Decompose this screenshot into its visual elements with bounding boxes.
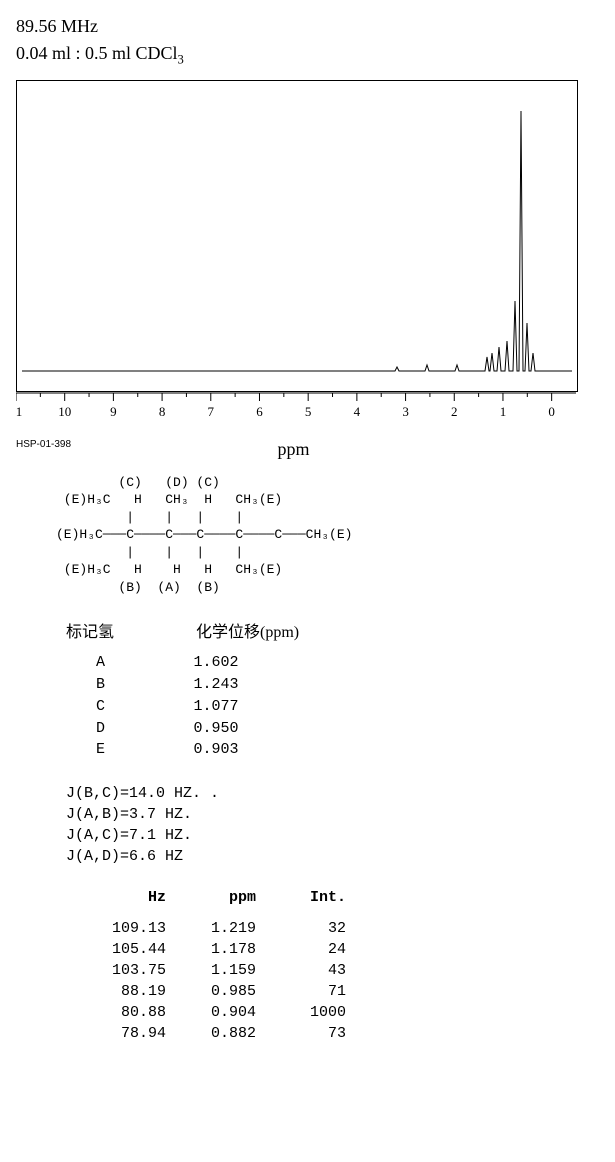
shift-row: E0.903	[66, 739, 599, 761]
peak-row: 109.131.21932	[76, 918, 599, 939]
peak-header-int: Int.	[256, 889, 346, 906]
shift-ppm: 1.602	[156, 652, 276, 674]
peak-row: 103.751.15943	[76, 960, 599, 981]
shift-label: D	[66, 718, 156, 740]
peak-row: 88.190.98571	[76, 981, 599, 1002]
peak-hz: 80.88	[76, 1002, 166, 1023]
coupling-line: J(B,C)=14.0 HZ. .	[66, 783, 599, 804]
shift-row: B1.243	[66, 674, 599, 696]
svg-text:4: 4	[354, 404, 361, 419]
shift-ppm: 0.903	[156, 739, 276, 761]
svg-text:5: 5	[305, 404, 312, 419]
peak-header-hz: Hz	[76, 889, 166, 906]
svg-text:0: 0	[548, 404, 555, 419]
peak-row: 105.441.17824	[76, 939, 599, 960]
shift-label: A	[66, 652, 156, 674]
shift-row: A1.602	[66, 652, 599, 674]
svg-text:7: 7	[208, 404, 215, 419]
peak-hz: 109.13	[76, 918, 166, 939]
shift-ppm: 1.077	[156, 696, 276, 718]
coupling-line: J(A,B)=3.7 HZ.	[66, 804, 599, 825]
peak-row: 78.940.88273	[76, 1023, 599, 1044]
x-axis-label: ppm	[11, 439, 576, 460]
frequency-text: 89.56 MHz	[16, 16, 98, 36]
svg-text:9: 9	[110, 404, 117, 419]
peak-int: 24	[256, 939, 346, 960]
peak-ppm: 1.219	[166, 918, 256, 939]
peak-hz: 78.94	[76, 1023, 166, 1044]
svg-text:10: 10	[58, 404, 71, 419]
peak-int: 71	[256, 981, 346, 1002]
shift-row: D0.950	[66, 718, 599, 740]
peak-hz: 103.75	[76, 960, 166, 981]
shift-label: C	[66, 696, 156, 718]
peak-row: 80.880.9041000	[76, 1002, 599, 1023]
svg-text:1: 1	[500, 404, 507, 419]
spectrum-plot	[17, 81, 577, 391]
coupling-line: J(A,D)=6.6 HZ	[66, 846, 599, 867]
x-axis: 11109876543210	[16, 392, 576, 437]
svg-text:8: 8	[159, 404, 166, 419]
peak-ppm: 1.159	[166, 960, 256, 981]
coupling-constants: J(B,C)=14.0 HZ. .J(A,B)=3.7 HZ.J(A,C)=7.…	[66, 783, 599, 867]
shift-row: C1.077	[66, 696, 599, 718]
peak-int: 1000	[256, 1002, 346, 1023]
peak-ppm: 1.178	[166, 939, 256, 960]
molecular-structure: (C) (D) (C) (E)H₃C H CH₃ H CH₃(E) | | | …	[56, 474, 599, 597]
svg-text:11: 11	[16, 404, 22, 419]
shift-ppm: 1.243	[156, 674, 276, 696]
chemical-shift-table: 标记氢 化学位移(ppm) A1.602B1.243C1.077D0.950E0…	[66, 618, 599, 761]
x-axis-ticks: 11109876543210	[16, 392, 576, 432]
peak-ppm: 0.985	[166, 981, 256, 1002]
shift-label: E	[66, 739, 156, 761]
peak-int: 32	[256, 918, 346, 939]
sample-sub: 3	[178, 53, 184, 67]
peak-ppm: 0.882	[166, 1023, 256, 1044]
shift-ppm: 0.950	[156, 718, 276, 740]
spectrum-frame	[16, 80, 578, 392]
svg-text:3: 3	[402, 404, 409, 419]
peak-int: 43	[256, 960, 346, 981]
shift-table-header-label: 标记氢	[66, 618, 196, 642]
peak-table: Hz ppm Int. 109.131.21932105.441.1782410…	[76, 889, 599, 1044]
svg-text:2: 2	[451, 404, 458, 419]
shift-label: B	[66, 674, 156, 696]
peak-int: 73	[256, 1023, 346, 1044]
sample-line: 0.04 ml : 0.5 ml CDCl3	[16, 43, 599, 68]
frequency-line: 89.56 MHz	[16, 16, 599, 37]
coupling-line: J(A,C)=7.1 HZ.	[66, 825, 599, 846]
sample-text: 0.04 ml : 0.5 ml CDCl	[16, 43, 178, 63]
shift-table-header-ppm: 化学位移(ppm)	[196, 618, 299, 642]
peak-ppm: 0.904	[166, 1002, 256, 1023]
peak-hz: 105.44	[76, 939, 166, 960]
peak-hz: 88.19	[76, 981, 166, 1002]
svg-text:6: 6	[256, 404, 263, 419]
peak-header-ppm: ppm	[166, 889, 256, 906]
